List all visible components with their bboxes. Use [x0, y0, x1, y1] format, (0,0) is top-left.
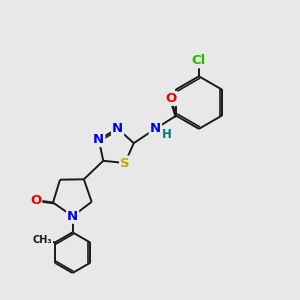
Text: Cl: Cl: [192, 54, 206, 67]
Text: N: N: [150, 122, 161, 135]
Text: N: N: [93, 133, 104, 146]
Text: O: O: [165, 92, 176, 105]
Text: O: O: [30, 194, 41, 207]
Text: N: N: [67, 210, 78, 223]
Text: S: S: [120, 157, 130, 169]
Text: H: H: [162, 128, 172, 141]
Text: CH₃: CH₃: [33, 235, 52, 244]
Text: N: N: [112, 122, 123, 135]
